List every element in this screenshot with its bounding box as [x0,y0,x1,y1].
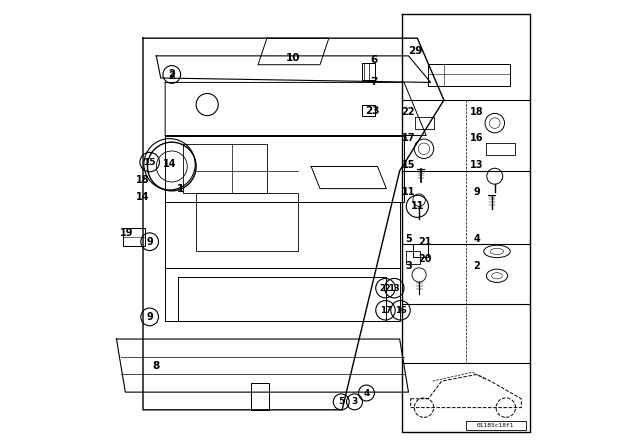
Text: 11: 11 [411,201,424,211]
Text: 29: 29 [408,47,422,56]
Text: 5: 5 [338,397,344,406]
Text: 9: 9 [147,312,153,322]
Text: 18: 18 [470,107,484,116]
Text: 11: 11 [402,187,415,197]
Text: 15: 15 [402,160,415,170]
Text: 17: 17 [380,306,391,315]
Text: 20: 20 [419,254,432,264]
Text: 13: 13 [470,160,484,170]
Text: 18: 18 [136,175,150,185]
Text: 6: 6 [371,55,378,65]
Text: 5: 5 [405,234,412,245]
Text: 2: 2 [168,71,175,81]
Text: 7: 7 [371,78,378,87]
Text: 1: 1 [177,184,184,194]
Text: 8: 8 [153,361,160,370]
Text: 19: 19 [120,228,133,238]
Text: 15: 15 [143,158,156,167]
Text: 13: 13 [388,284,400,293]
Text: 22: 22 [402,107,415,116]
Text: 2: 2 [168,69,175,79]
Text: 10: 10 [285,53,300,63]
Text: 9: 9 [147,237,153,247]
Text: 3: 3 [405,261,412,271]
Text: 21: 21 [419,237,432,247]
Text: 2: 2 [474,261,481,271]
Text: 01185c18f1: 01185c18f1 [477,423,515,428]
Text: 9: 9 [474,187,481,197]
Text: 16: 16 [395,306,406,315]
Text: 4: 4 [364,388,370,397]
Text: 3: 3 [351,397,358,406]
Text: 14: 14 [163,159,176,169]
Text: 22: 22 [380,284,391,293]
Text: 14: 14 [136,193,150,202]
Text: 16: 16 [470,133,484,143]
Text: 17: 17 [402,133,415,143]
Text: 4: 4 [474,234,481,245]
Text: 23: 23 [365,106,380,116]
